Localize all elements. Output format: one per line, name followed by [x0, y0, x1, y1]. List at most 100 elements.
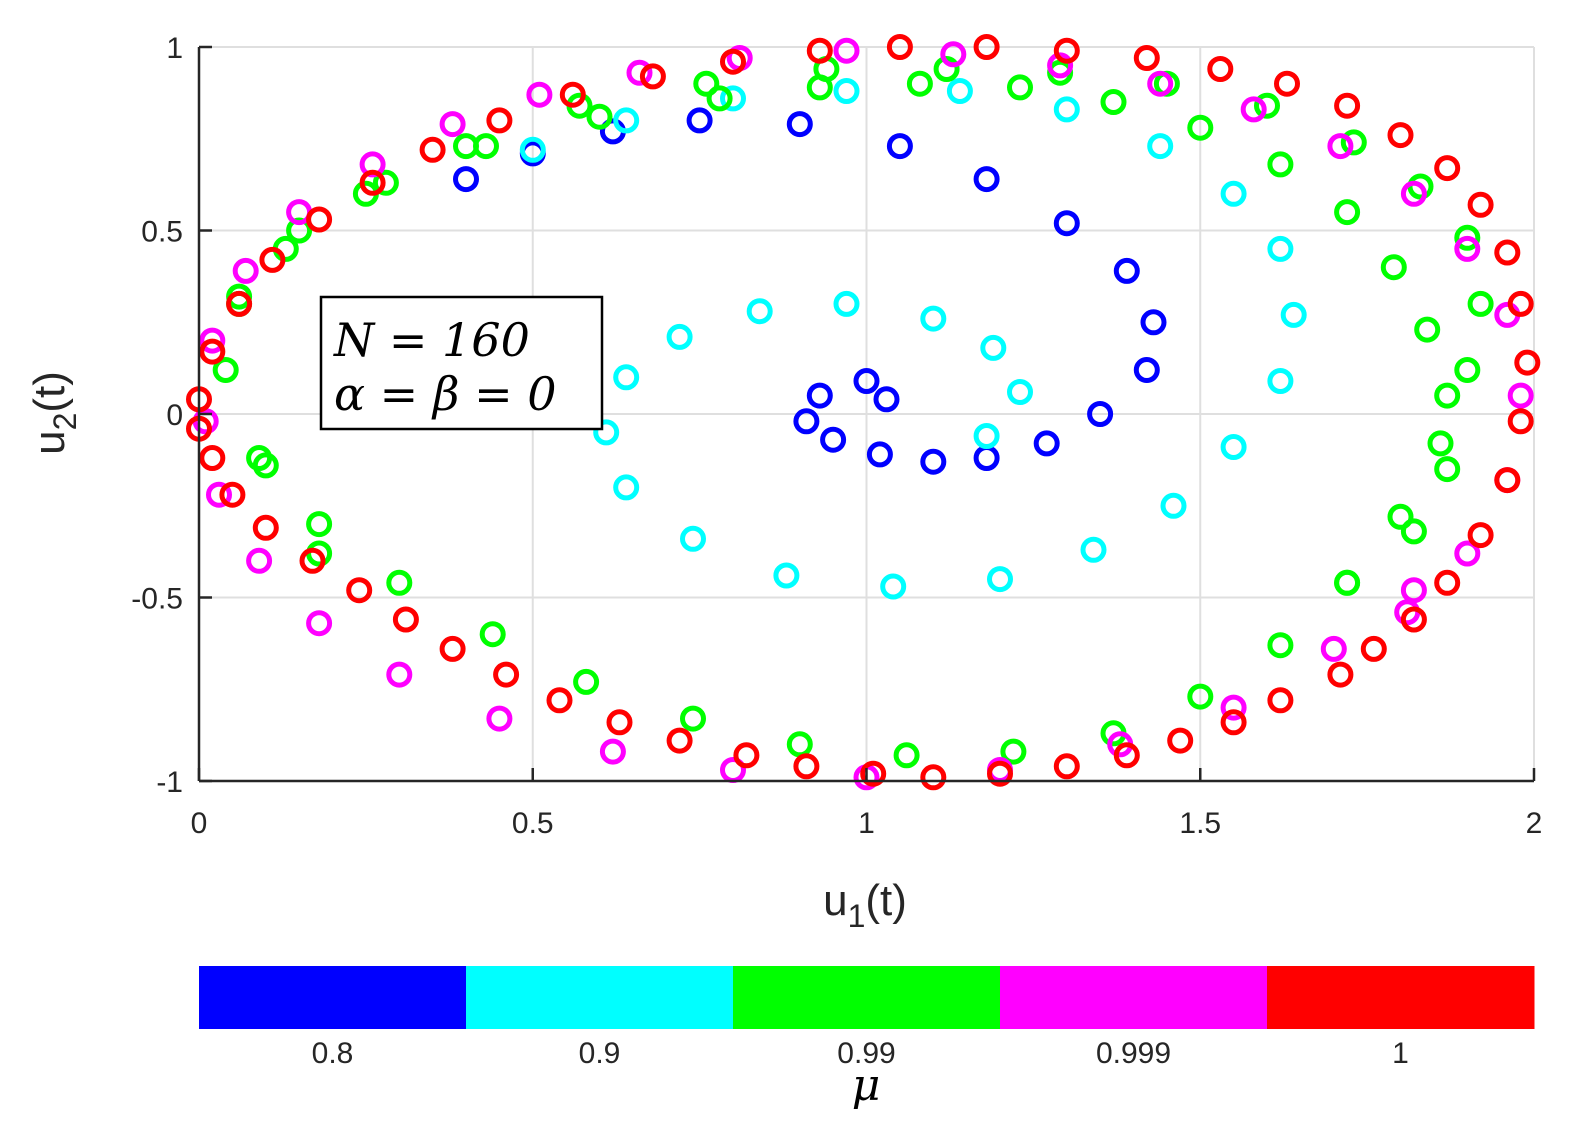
data-point [1133, 357, 1160, 383]
data-point [1334, 569, 1361, 596]
data-point [853, 368, 880, 394]
data-point [833, 37, 860, 64]
data-point [666, 727, 693, 754]
data-point [746, 298, 773, 325]
data-point [559, 81, 586, 108]
data-point [693, 70, 720, 97]
data-point [1000, 738, 1027, 765]
annotation-line-1: N = 160 [333, 313, 530, 367]
data-point [199, 445, 226, 471]
data-point [246, 547, 273, 574]
data-point [1427, 430, 1454, 457]
y-axis-title: u2(t) [25, 371, 83, 455]
data-point [666, 323, 693, 350]
data-point [946, 78, 973, 104]
data-point [1334, 92, 1361, 119]
data-point [299, 547, 326, 574]
x-tick-label: 0.5 [512, 807, 554, 840]
data-point [526, 81, 553, 108]
data-point [1327, 133, 1354, 160]
data-point [493, 661, 520, 688]
data-point [1514, 349, 1541, 376]
data-point [1207, 56, 1234, 82]
data-point [1400, 180, 1427, 207]
y-tick-label: 0.5 [141, 216, 183, 249]
data-point [1340, 129, 1367, 156]
data-point [286, 217, 313, 244]
data-point [1047, 52, 1074, 79]
data-point [1400, 606, 1427, 633]
data-point [987, 566, 1013, 593]
colorbar-label: 0.9 [579, 1037, 621, 1070]
data-point [973, 34, 1000, 60]
data-point [1400, 577, 1427, 604]
data-point [486, 107, 513, 134]
colorbar-title: μ [852, 1060, 881, 1111]
data-point [1053, 37, 1080, 64]
data-point [219, 481, 246, 508]
data-point [1327, 661, 1354, 688]
data-point [486, 705, 513, 732]
data-point [1187, 683, 1214, 710]
data-point [1434, 456, 1461, 483]
data-point [833, 78, 860, 104]
data-point [1454, 224, 1481, 251]
data-point [386, 569, 413, 596]
data-point [933, 56, 960, 82]
data-point [1434, 569, 1461, 596]
y-axis-title-base: u [25, 430, 74, 454]
data-point [1467, 522, 1494, 549]
data-point [1080, 536, 1107, 563]
data-point [820, 426, 847, 453]
data-point [613, 474, 640, 501]
x-tick-label: 0 [191, 807, 208, 840]
data-point [586, 103, 613, 130]
data-point [920, 764, 947, 791]
data-point [1334, 199, 1361, 226]
colorbar-label: 0.999 [1096, 1037, 1171, 1070]
data-point [720, 85, 746, 112]
series-mu-0.9 [519, 78, 1307, 600]
data-point [453, 133, 479, 160]
data-point [259, 246, 286, 273]
colorbar-segment [1000, 966, 1268, 1029]
data-point [1454, 235, 1481, 262]
data-point [1494, 467, 1521, 494]
data-point [306, 511, 333, 538]
data-point [706, 85, 733, 112]
data-point [613, 364, 640, 391]
data-point [1140, 309, 1167, 336]
x-axis-title-base: u [823, 876, 847, 925]
data-point [1387, 503, 1414, 530]
data-point [806, 382, 833, 409]
data-point [252, 514, 279, 541]
plot-area [186, 34, 1541, 791]
y-tick-label: 0 [166, 399, 183, 432]
data-point [1467, 191, 1494, 218]
data-point [1280, 301, 1307, 328]
data-point [439, 635, 466, 662]
y-tick-label: -1 [156, 766, 183, 799]
x-tick-label: 1 [858, 807, 875, 840]
data-point [893, 742, 920, 769]
data-point [372, 169, 399, 196]
annotation-frame [319, 295, 604, 431]
colorbar-segment [199, 966, 467, 1029]
data-point [1160, 492, 1187, 519]
data-point [1220, 694, 1247, 721]
data-point [1320, 635, 1347, 662]
data-point [1133, 45, 1160, 71]
data-point [1274, 70, 1300, 97]
data-point [359, 151, 386, 178]
data-point [786, 731, 813, 758]
data-point [1400, 518, 1427, 545]
data-point [806, 37, 833, 64]
data-point [392, 606, 419, 633]
y-axis-title-sub: 2 [47, 413, 83, 431]
data-point [833, 290, 860, 317]
data-point [306, 610, 333, 637]
data-point [786, 111, 813, 138]
data-point [880, 573, 907, 600]
data-point [1147, 70, 1174, 97]
data-point [419, 136, 446, 163]
